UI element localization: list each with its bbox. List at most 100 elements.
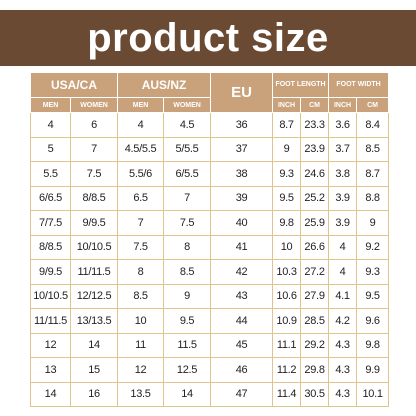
table-cell: 11.4 bbox=[272, 381, 302, 407]
table-cell: 5.5/6 bbox=[117, 161, 165, 187]
table-row: 12 14 11 11.5 45 11.1 29.2 4.3 9.8 bbox=[30, 332, 390, 358]
table-row: 10/10.5 12/12.5 8.5 9 43 10.6 27.9 4.1 9.5 bbox=[30, 283, 390, 309]
table-cell: 8.8 bbox=[356, 185, 390, 211]
sub-header: MEN bbox=[30, 97, 71, 113]
table-cell: 8.5 bbox=[163, 259, 212, 285]
table-cell: 3.9 bbox=[328, 185, 358, 211]
table-cell: 9.3 bbox=[272, 161, 302, 187]
table-cell: 28.5 bbox=[300, 308, 330, 334]
table-cell: 10.1 bbox=[356, 381, 390, 407]
table-cell: 8/8.5 bbox=[30, 234, 71, 260]
table-cell: 4.3 bbox=[328, 357, 358, 383]
title: product size bbox=[87, 16, 329, 60]
table-cell: 9 bbox=[272, 136, 302, 162]
table-cell: 24.6 bbox=[300, 161, 330, 187]
table-row: 13 15 12 12.5 46 11.2 29.8 4.3 9.9 bbox=[30, 357, 390, 383]
table-cell: 15 bbox=[69, 357, 119, 383]
table-cell: 10.3 bbox=[272, 259, 302, 285]
table-cell: 8 bbox=[163, 234, 212, 260]
table-cell: 36 bbox=[210, 112, 274, 138]
table-cell: 6 bbox=[69, 112, 119, 138]
sub-header: CM bbox=[356, 97, 390, 113]
table-cell: 29.2 bbox=[300, 332, 330, 358]
sub-header-row: MEN WOMEN MEN WOMEN INCH CM INCH CM bbox=[30, 97, 390, 113]
table-cell: 4.2 bbox=[328, 308, 358, 334]
table-cell: 9 bbox=[356, 210, 390, 236]
table-cell: 8.7 bbox=[272, 112, 302, 138]
group-header: AUS/NZ bbox=[117, 72, 212, 98]
table-cell: 27.2 bbox=[300, 259, 330, 285]
table-cell: 10 bbox=[272, 234, 302, 260]
table-cell: 30.5 bbox=[300, 381, 330, 407]
table-row: 7/7.5 9/9.5 7 7.5 40 9.8 25.9 3.9 9 bbox=[30, 210, 390, 236]
table-cell: 11 bbox=[117, 332, 165, 358]
table-cell: 23.9 bbox=[300, 136, 330, 162]
table-cell: 4 bbox=[328, 234, 358, 260]
table-cell: 6/5.5 bbox=[163, 161, 212, 187]
table-cell: 29.8 bbox=[300, 357, 330, 383]
size-table: USA/CA AUS/NZ EU FOOT LENGTH FOOT WIDTH MEN WO… bbox=[29, 72, 390, 407]
table-cell: 11.2 bbox=[272, 357, 302, 383]
group-header: FOOT WIDTH bbox=[328, 72, 390, 98]
table-cell: 38 bbox=[210, 161, 274, 187]
table-cell: 9.8 bbox=[272, 210, 302, 236]
table-cell: 10/10.5 bbox=[69, 234, 119, 260]
table-cell: 10/10.5 bbox=[30, 283, 71, 309]
table-cell: 46 bbox=[210, 357, 274, 383]
table-cell: 16 bbox=[69, 381, 119, 407]
table-cell: 25.2 bbox=[300, 185, 330, 211]
group-header-row: USA/CA AUS/NZ EU FOOT LENGTH FOOT WIDTH bbox=[29, 72, 390, 113]
table-cell: 39 bbox=[210, 185, 274, 211]
table-cell: 47 bbox=[210, 381, 274, 407]
group-header: USA/CA bbox=[29, 72, 119, 98]
table-cell: 12.5 bbox=[163, 357, 212, 383]
table-cell: 9/9.5 bbox=[69, 210, 119, 236]
table-cell: 13/13.5 bbox=[69, 308, 119, 334]
sub-header: WOMEN bbox=[69, 97, 119, 113]
sub-header: INCH bbox=[328, 97, 358, 113]
table-row: 14 16 13.5 14 47 11.4 30.5 4.3 10.1 bbox=[30, 381, 390, 407]
table-cell: 11/11.5 bbox=[30, 308, 71, 334]
table-cell: 5/5.5 bbox=[163, 136, 212, 162]
table-cell: 9.2 bbox=[356, 234, 390, 260]
table-cell: 9/9.5 bbox=[30, 259, 71, 285]
table-cell: 4 bbox=[328, 259, 358, 285]
table-cell: 9 bbox=[163, 283, 212, 309]
table-cell: 9.9 bbox=[356, 357, 390, 383]
table-cell: 10.9 bbox=[272, 308, 302, 334]
table-cell: 37 bbox=[210, 136, 274, 162]
table-cell: 14 bbox=[163, 381, 212, 407]
table-cell: 3.6 bbox=[328, 112, 358, 138]
table-cell: 4.3 bbox=[328, 332, 358, 358]
table-cell: 40 bbox=[210, 210, 274, 236]
table-cell: 12 bbox=[30, 332, 71, 358]
table-row: 5 7 4.5/5.5 5/5.5 37 9 23.9 3.7 8.5 bbox=[30, 136, 390, 162]
header-band bbox=[0, 10, 416, 66]
table-cell: 5.5 bbox=[30, 161, 71, 187]
table-cell: 4 bbox=[30, 112, 71, 138]
table-cell: 42 bbox=[210, 259, 274, 285]
table-cell: 9.3 bbox=[356, 259, 390, 285]
table-row: 9/9.5 11/11.5 8 8.5 42 10.3 27.2 4 9.3 bbox=[30, 259, 390, 285]
table-cell: 12 bbox=[117, 357, 165, 383]
table-cell: 3.8 bbox=[328, 161, 358, 187]
table-cell: 9.6 bbox=[356, 308, 390, 334]
table-cell: 7/7.5 bbox=[30, 210, 71, 236]
table-cell: 6.5 bbox=[117, 185, 165, 211]
table-cell: 10 bbox=[117, 308, 165, 334]
table-cell: 9.8 bbox=[356, 332, 390, 358]
table-row: 8/8.5 10/10.5 7.5 8 41 10 26.6 4 9.2 bbox=[30, 234, 390, 260]
table-cell: 9.5 bbox=[356, 283, 390, 309]
sub-header: WOMEN bbox=[163, 97, 212, 113]
group-header: EU bbox=[210, 72, 274, 113]
table-cell: 11/11.5 bbox=[69, 259, 119, 285]
table-cell: 13 bbox=[30, 357, 71, 383]
table-cell: 13.5 bbox=[117, 381, 165, 407]
table-cell: 9.5 bbox=[163, 308, 212, 334]
sub-header: INCH bbox=[272, 97, 302, 113]
table-cell: 8.5 bbox=[117, 283, 165, 309]
table-cell: 12/12.5 bbox=[69, 283, 119, 309]
sub-header: MEN bbox=[117, 97, 165, 113]
table-cell: 27.9 bbox=[300, 283, 330, 309]
